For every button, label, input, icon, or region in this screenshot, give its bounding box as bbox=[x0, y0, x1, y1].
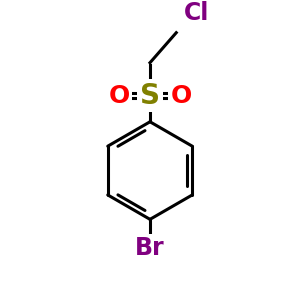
Text: O: O bbox=[170, 83, 192, 107]
Text: O: O bbox=[108, 83, 130, 107]
Text: Cl: Cl bbox=[184, 1, 209, 25]
Text: S: S bbox=[140, 82, 160, 110]
Text: Br: Br bbox=[135, 236, 165, 260]
